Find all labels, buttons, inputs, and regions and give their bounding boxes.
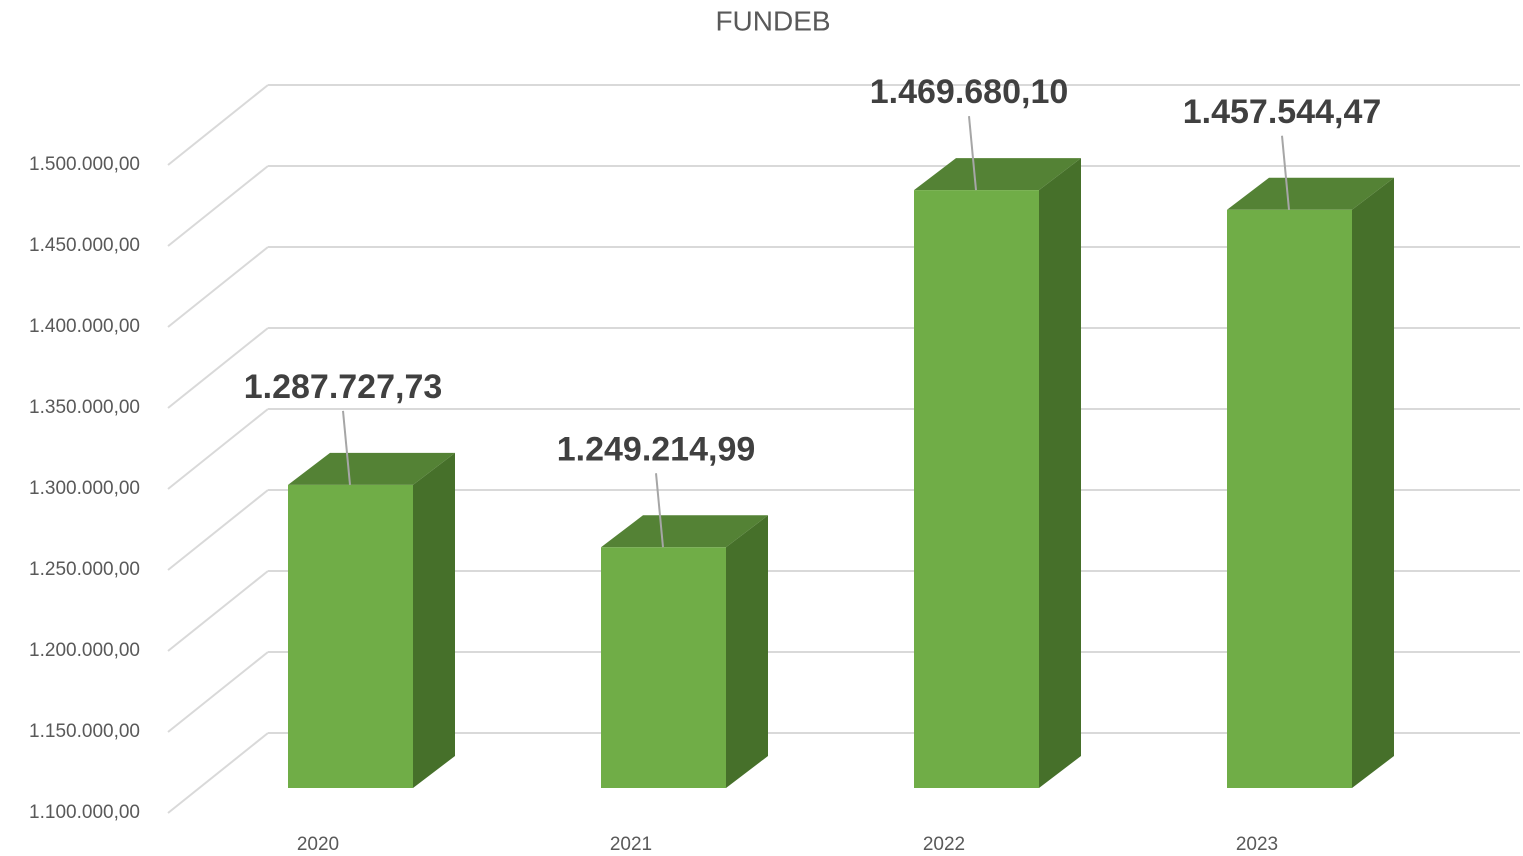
value-label: 1.287.727,73 (244, 368, 443, 406)
y-tick-label: 1.200.000,00 (29, 640, 140, 661)
y-tick-label: 1.350.000,00 (29, 397, 140, 418)
grid-line (167, 651, 269, 733)
grid-line (167, 327, 269, 409)
bar (1227, 209, 1352, 788)
x-tick-label: 2021 (610, 834, 652, 855)
grid-line (167, 570, 269, 652)
grid-line (167, 489, 269, 571)
grid-line (167, 246, 269, 328)
bar-top (601, 515, 768, 548)
x-tick-label: 2023 (1236, 834, 1278, 855)
bar-top (288, 452, 455, 485)
x-tick-label: 2020 (297, 834, 339, 855)
bar-top (914, 158, 1081, 191)
leader-line (968, 116, 977, 191)
bar (914, 190, 1039, 789)
bar-side (726, 515, 768, 788)
leader-line (1281, 135, 1290, 210)
bar-side (413, 452, 455, 788)
leader-line (342, 410, 351, 485)
y-tick-label: 1.100.000,00 (29, 802, 140, 823)
bar (288, 484, 413, 788)
y-tick-label: 1.500.000,00 (29, 154, 140, 175)
y-tick-label: 1.300.000,00 (29, 478, 140, 499)
grid-line (167, 408, 269, 490)
bar (601, 547, 726, 788)
y-tick-label: 1.150.000,00 (29, 721, 140, 742)
leader-line (655, 473, 664, 548)
value-label: 1.457.544,47 (1183, 93, 1382, 131)
y-tick-label: 1.400.000,00 (29, 316, 140, 337)
bar-side (1352, 177, 1394, 788)
value-label: 1.249.214,99 (557, 430, 756, 468)
x-tick-label: 2022 (923, 834, 965, 855)
grid-line (167, 732, 269, 814)
value-label: 1.469.680,10 (870, 73, 1069, 111)
y-tick-label: 1.250.000,00 (29, 559, 140, 580)
chart-title: FUNDEB (715, 5, 830, 36)
y-tick-label: 1.450.000,00 (29, 235, 140, 256)
bar-side (1039, 158, 1081, 789)
grid-line (167, 165, 269, 247)
grid-line (167, 84, 269, 166)
bar-top (1227, 177, 1394, 210)
